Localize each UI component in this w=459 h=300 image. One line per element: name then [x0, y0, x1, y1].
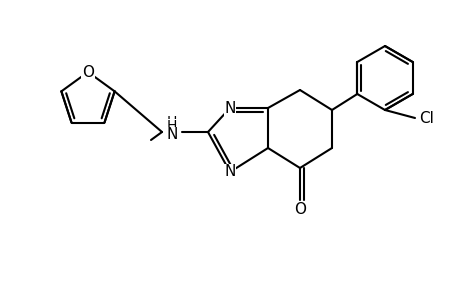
Text: O: O [293, 202, 305, 217]
Text: N: N [224, 164, 235, 179]
Text: N: N [166, 127, 177, 142]
Text: O: O [82, 64, 94, 80]
Text: H: H [167, 119, 177, 133]
Text: H: H [167, 115, 177, 129]
Text: N: N [224, 100, 235, 116]
Text: Cl: Cl [419, 110, 433, 125]
